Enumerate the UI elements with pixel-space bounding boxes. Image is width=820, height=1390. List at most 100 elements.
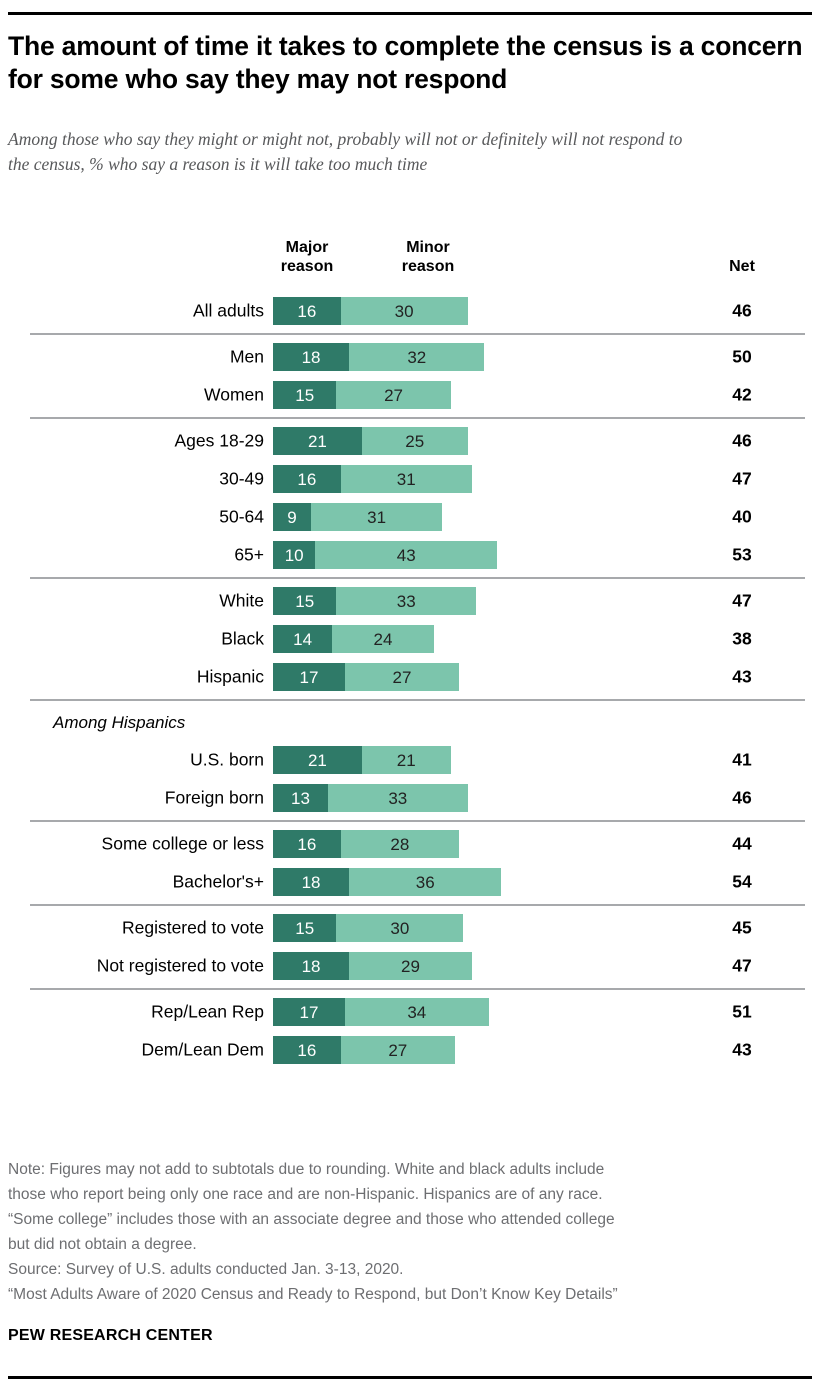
group-separator bbox=[0, 901, 820, 909]
chart-rows: All adults 16 30 46 Men 18 32 50 Women 15 27 42 Ages… bbox=[0, 292, 820, 1069]
row-net-value: 44 bbox=[732, 833, 752, 854]
row-net-value: 45 bbox=[732, 917, 752, 938]
row-bar-group: 16 31 bbox=[273, 465, 472, 493]
row-label: All adults bbox=[192, 300, 264, 321]
bar-segment-minor-reason: 25 bbox=[361, 427, 468, 455]
bar-segment-major-reason: 21 bbox=[273, 427, 362, 455]
bar-segment-minor-reason: 28 bbox=[340, 830, 460, 858]
row-net-value: 41 bbox=[732, 749, 752, 770]
bar-segment-major-reason: 14 bbox=[273, 625, 333, 653]
chart-row: Hispanic 17 27 43 bbox=[0, 658, 820, 696]
row-bar-group: 21 25 bbox=[273, 427, 468, 455]
row-net-value: 50 bbox=[732, 346, 752, 367]
row-net-value: 53 bbox=[732, 544, 752, 565]
chart-row: 50-64 9 31 40 bbox=[0, 498, 820, 536]
group-separator bbox=[0, 414, 820, 422]
row-label: Not registered to vote bbox=[96, 955, 264, 976]
subgroup-label: Among Hispanics bbox=[53, 712, 186, 732]
bar-segment-minor-reason: 32 bbox=[349, 343, 485, 371]
chart-row: Some college or less 16 28 44 bbox=[0, 825, 820, 863]
bar-segment-major-reason: 16 bbox=[273, 830, 341, 858]
chart-row: U.S. born 21 21 41 bbox=[0, 741, 820, 779]
row-label: Foreign born bbox=[164, 787, 264, 808]
row-bar-group: 18 36 bbox=[273, 868, 502, 896]
group-separator bbox=[0, 574, 820, 582]
bar-segment-major-reason: 21 bbox=[273, 746, 362, 774]
bar-segment-major-reason: 16 bbox=[273, 297, 341, 325]
note-source: Source: Survey of U.S. adults conducted … bbox=[8, 1261, 404, 1278]
bar-segment-minor-reason: 43 bbox=[315, 541, 498, 569]
bar-segment-major-reason: 15 bbox=[273, 914, 337, 942]
bar-segment-minor-reason: 31 bbox=[340, 465, 472, 493]
row-label: Black bbox=[221, 628, 264, 649]
bar-segment-minor-reason: 33 bbox=[336, 587, 477, 615]
column-header-major-line1: Major bbox=[285, 239, 329, 256]
row-bar-group: 18 32 bbox=[273, 343, 485, 371]
bar-segment-major-reason: 15 bbox=[273, 381, 337, 409]
column-header-minor-line1: Minor bbox=[406, 239, 450, 256]
bar-segment-major-reason: 17 bbox=[273, 663, 345, 691]
row-label: 50-64 bbox=[219, 506, 264, 527]
row-label: Bachelor's+ bbox=[172, 871, 264, 892]
bottom-rule bbox=[8, 1376, 812, 1379]
row-label: Women bbox=[204, 384, 264, 405]
row-label: White bbox=[219, 590, 264, 611]
row-bar-group: 16 30 bbox=[273, 297, 468, 325]
bar-segment-major-reason: 16 bbox=[273, 465, 341, 493]
chart-row: Rep/Lean Rep 17 34 51 bbox=[0, 993, 820, 1031]
row-label: Men bbox=[229, 346, 264, 367]
chart-row: 30-49 16 31 47 bbox=[0, 460, 820, 498]
chart-row: Dem/Lean Dem 16 27 43 bbox=[0, 1031, 820, 1069]
top-rule bbox=[8, 12, 812, 15]
row-net-value: 43 bbox=[732, 1039, 752, 1060]
note-line-2: those who report being only one race and… bbox=[8, 1186, 603, 1203]
row-label: Rep/Lean Rep bbox=[151, 1001, 264, 1022]
bar-segment-minor-reason: 34 bbox=[344, 998, 489, 1026]
column-headers: Major reason Minor reason Net bbox=[0, 236, 820, 292]
note-report-title: “Most Adults Aware of 2020 Census and Re… bbox=[8, 1286, 618, 1303]
row-label: Hispanic bbox=[196, 666, 264, 687]
chart-row: All adults 16 30 46 bbox=[0, 292, 820, 330]
row-bar-group: 14 24 bbox=[273, 625, 434, 653]
bar-segment-major-reason: 18 bbox=[273, 343, 350, 371]
bar-segment-major-reason: 17 bbox=[273, 998, 345, 1026]
chart-row: Registered to vote 15 30 45 bbox=[0, 909, 820, 947]
chart-row: Women 15 27 42 bbox=[0, 376, 820, 414]
note-line-4: but did not obtain a degree. bbox=[8, 1236, 197, 1253]
row-net-value: 46 bbox=[732, 300, 752, 321]
row-bar-group: 18 29 bbox=[273, 952, 472, 980]
chart-row: Foreign born 13 33 46 bbox=[0, 779, 820, 817]
chart-row: White 15 33 47 bbox=[0, 582, 820, 620]
group-separator bbox=[0, 985, 820, 993]
bar-segment-major-reason: 15 bbox=[273, 587, 337, 615]
chart-row: Bachelor's+ 18 36 54 bbox=[0, 863, 820, 901]
chart-row: Black 14 24 38 bbox=[0, 620, 820, 658]
row-label: U.S. born bbox=[190, 749, 264, 770]
bar-segment-major-reason: 16 bbox=[273, 1036, 341, 1064]
group-separator bbox=[0, 330, 820, 338]
bar-segment-major-reason: 18 bbox=[273, 868, 350, 896]
bar-segment-minor-reason: 30 bbox=[336, 914, 464, 942]
row-net-value: 47 bbox=[732, 468, 752, 489]
row-bar-group: 21 21 bbox=[273, 746, 451, 774]
chart-notes: Note: Figures may not add to subtotals d… bbox=[8, 1157, 808, 1307]
row-bar-group: 9 31 bbox=[273, 503, 443, 531]
bar-segment-minor-reason: 27 bbox=[340, 1036, 455, 1064]
row-net-value: 47 bbox=[732, 590, 752, 611]
row-bar-group: 16 27 bbox=[273, 1036, 455, 1064]
row-net-value: 40 bbox=[732, 506, 752, 527]
row-net-value: 54 bbox=[732, 871, 752, 892]
page-subtitle: Among those who say they might or might … bbox=[8, 129, 683, 174]
bar-segment-major-reason: 10 bbox=[273, 541, 316, 569]
pew-research-center-brand: PEW RESEARCH CENTER bbox=[8, 1327, 213, 1344]
bar-segment-minor-reason: 31 bbox=[311, 503, 443, 531]
row-bar-group: 17 34 bbox=[273, 998, 489, 1026]
bar-segment-minor-reason: 24 bbox=[332, 625, 434, 653]
row-bar-group: 17 27 bbox=[273, 663, 460, 691]
chart-row: 65+ 10 43 53 bbox=[0, 536, 820, 574]
row-label: 65+ bbox=[234, 544, 264, 565]
row-label: 30-49 bbox=[219, 468, 264, 489]
bar-segment-minor-reason: 27 bbox=[336, 381, 451, 409]
note-line-3: “Some college” includes those with an as… bbox=[8, 1211, 615, 1228]
